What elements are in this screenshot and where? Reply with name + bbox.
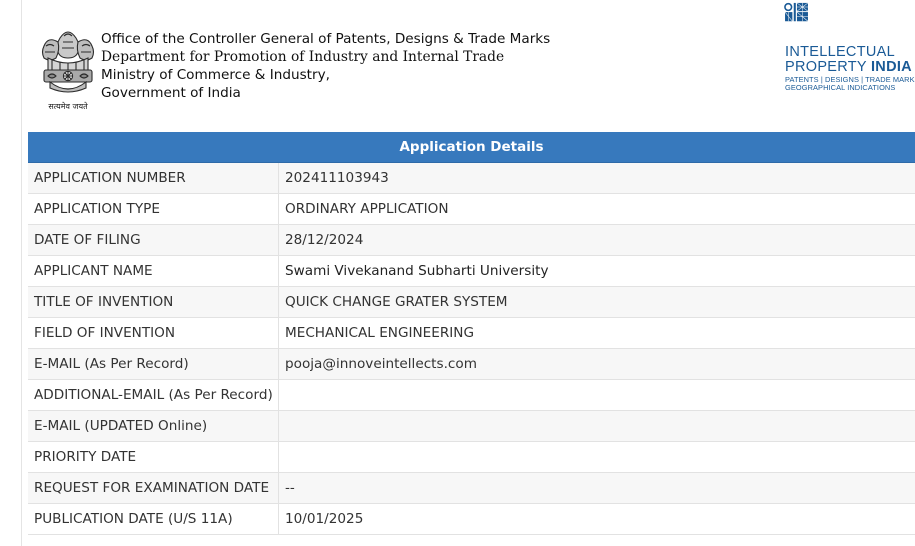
row-value <box>278 441 915 473</box>
logo-text-intellectual: INTELLECTUAL <box>785 44 895 60</box>
row-value <box>278 410 915 442</box>
logo-text-india: INDIA <box>870 59 912 75</box>
row-label: APPLICATION TYPE <box>28 193 279 225</box>
row-value: ORDINARY APPLICATION <box>278 193 915 225</box>
table-row: APPLICATION NUMBER 202411103943 <box>28 162 915 194</box>
table-row: FIELD OF INVENTION MECHANICAL ENGINEERIN… <box>28 317 915 349</box>
row-label: FIELD OF INVENTION <box>28 317 279 349</box>
table-row: PUBLICATION DATE (U/S 11A) 10/01/2025 <box>28 503 915 535</box>
table-title: Application Details <box>28 132 915 163</box>
row-value: QUICK CHANGE GRATER SYSTEM <box>278 286 915 318</box>
office-line-2: Department for Promotion of Industry and… <box>101 49 505 65</box>
row-label: REQUEST FOR EXAMINATION DATE <box>28 472 279 504</box>
row-label: PRIORITY DATE <box>28 441 279 473</box>
table-row: DATE OF FILING 28/12/2024 <box>28 224 915 256</box>
table-row: ADDITIONAL-EMAIL (As Per Record) <box>28 379 915 411</box>
row-label: APPLICANT NAME <box>28 255 279 287</box>
row-label: ADDITIONAL-EMAIL (As Per Record) <box>28 379 279 411</box>
logo-text-property: PROPERTY <box>785 59 871 75</box>
table-header-row: Application Details <box>28 132 915 163</box>
emblem-motto: सत्यमेव जयते <box>48 102 88 111</box>
table-row: E-MAIL (UPDATED Online) <box>28 410 915 442</box>
table-row: REQUEST FOR EXAMINATION DATE -- <box>28 472 915 504</box>
logo-text-property-india: PROPERTY INDIA <box>785 59 912 75</box>
row-label: PUBLICATION DATE (U/S 11A) <box>28 503 279 535</box>
row-value: MECHANICAL ENGINEERING <box>278 317 915 349</box>
header: सत्यमेव जयते Office of the Controller Ge… <box>0 0 915 130</box>
left-divider <box>21 0 22 546</box>
row-value: -- <box>278 472 915 504</box>
table-row: PRIORITY DATE <box>28 441 915 473</box>
row-value: Swami Vivekanand Subharti University <box>278 255 915 287</box>
office-title-block: Office of the Controller General of Pate… <box>101 30 550 102</box>
table-body: APPLICATION NUMBER 202411103943 APPLICAT… <box>28 162 915 535</box>
row-label: DATE OF FILING <box>28 224 279 256</box>
office-line-4: Government of India <box>101 85 241 101</box>
national-emblem-icon <box>41 31 95 93</box>
row-label: APPLICATION NUMBER <box>28 162 279 194</box>
row-value: pooja@innoveintellects.com <box>278 348 915 380</box>
row-label: E-MAIL (UPDATED Online) <box>28 410 279 442</box>
table-row: E-MAIL (As Per Record) pooja@innoveintel… <box>28 348 915 380</box>
ip-india-logo-icon <box>784 2 809 22</box>
logo-text-geographical: GEOGRAPHICAL INDICATIONS <box>785 83 896 92</box>
row-value: 10/01/2025 <box>278 503 915 535</box>
row-value <box>278 379 915 411</box>
application-details-table: Application Details APPLICATION NUMBER 2… <box>28 132 915 535</box>
row-label: E-MAIL (As Per Record) <box>28 348 279 380</box>
row-value: 28/12/2024 <box>278 224 915 256</box>
office-line-1: Office of the Controller General of Pate… <box>101 31 551 47</box>
table-row: TITLE OF INVENTION QUICK CHANGE GRATER S… <box>28 286 915 318</box>
office-line-3: Ministry of Commerce & Industry, <box>101 67 330 83</box>
logo-text-patents-designs: PATENTS | DESIGNS | TRADE MARKS <box>785 75 915 84</box>
table-row: APPLICANT NAME Swami Vivekanand Subharti… <box>28 255 915 287</box>
row-label: TITLE OF INVENTION <box>28 286 279 318</box>
table-row: APPLICATION TYPE ORDINARY APPLICATION <box>28 193 915 225</box>
row-value: 202411103943 <box>278 162 915 194</box>
